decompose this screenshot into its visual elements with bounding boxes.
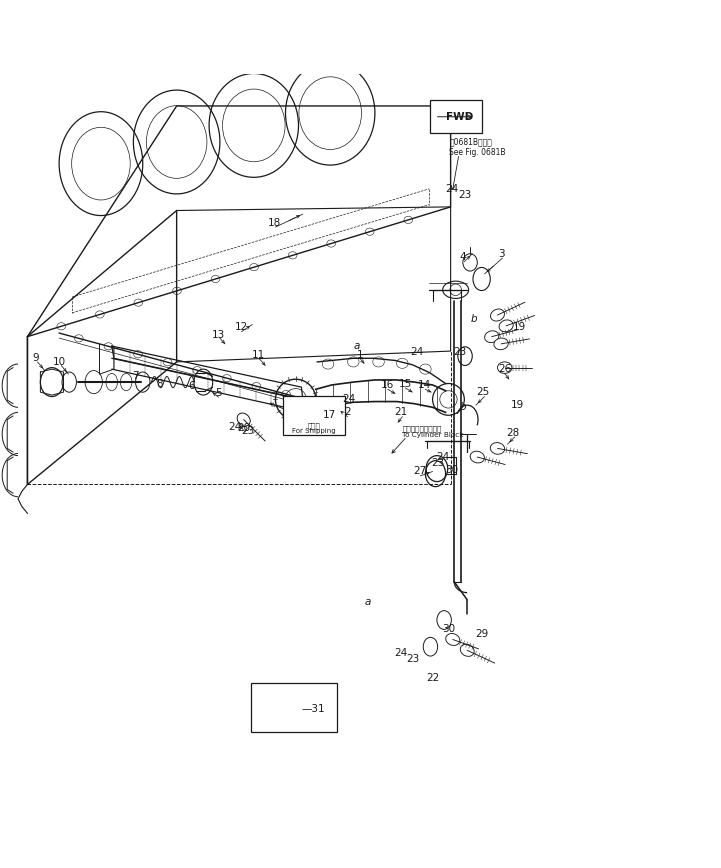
Text: 4: 4 — [459, 253, 466, 262]
Text: 24: 24 — [394, 648, 407, 658]
Text: 24: 24 — [229, 422, 242, 431]
Text: 20: 20 — [237, 424, 250, 433]
Text: 11: 11 — [252, 350, 265, 359]
Text: 9: 9 — [32, 353, 40, 364]
Text: 28: 28 — [507, 428, 520, 437]
Ellipse shape — [494, 338, 508, 350]
Text: b: b — [471, 313, 478, 324]
Text: 18: 18 — [267, 218, 280, 227]
Text: 10: 10 — [53, 357, 66, 367]
Text: 21: 21 — [394, 407, 407, 418]
Text: 7: 7 — [132, 372, 139, 381]
Text: For Shipping: For Shipping — [292, 428, 335, 434]
Text: 24: 24 — [446, 184, 459, 194]
FancyBboxPatch shape — [283, 396, 345, 436]
Text: 8: 8 — [156, 378, 164, 389]
Text: 30: 30 — [445, 465, 458, 475]
Text: 23: 23 — [454, 347, 466, 357]
Text: 24: 24 — [342, 394, 355, 404]
Ellipse shape — [237, 413, 250, 426]
Text: See Fig. 0681B: See Fig. 0681B — [449, 148, 505, 157]
Text: 12: 12 — [235, 322, 248, 332]
Text: 29: 29 — [475, 629, 488, 640]
Text: 19: 19 — [511, 400, 524, 411]
Text: —31: —31 — [301, 705, 325, 714]
Text: 14: 14 — [417, 380, 430, 390]
Text: 5: 5 — [215, 388, 222, 398]
Text: 13: 13 — [212, 330, 225, 339]
Text: 運搬品: 運搬品 — [307, 422, 320, 429]
Text: 27: 27 — [413, 466, 426, 477]
Text: 図0681B図参照: 図0681B図参照 — [449, 137, 492, 147]
Text: 23: 23 — [406, 654, 419, 664]
Text: b: b — [459, 402, 466, 411]
Text: 2: 2 — [344, 407, 351, 418]
Text: a: a — [365, 597, 371, 607]
Ellipse shape — [287, 410, 301, 421]
Text: 23: 23 — [242, 426, 255, 436]
Text: シリンダブロックへ: シリンダブロックへ — [402, 425, 442, 431]
Text: 6: 6 — [187, 381, 195, 391]
Ellipse shape — [443, 281, 469, 299]
Text: 24: 24 — [436, 452, 449, 462]
Text: 1: 1 — [357, 350, 364, 359]
Text: To Cylinder Block: To Cylinder Block — [402, 432, 464, 438]
Ellipse shape — [446, 634, 460, 646]
Ellipse shape — [499, 320, 513, 332]
Ellipse shape — [40, 368, 63, 397]
Text: 23: 23 — [459, 189, 472, 200]
Ellipse shape — [85, 371, 102, 393]
Text: 23: 23 — [432, 457, 445, 468]
Text: 3: 3 — [497, 249, 505, 259]
Ellipse shape — [490, 309, 505, 321]
Ellipse shape — [256, 704, 270, 715]
FancyBboxPatch shape — [251, 683, 337, 733]
Text: 24: 24 — [410, 347, 423, 357]
Text: 16: 16 — [381, 380, 394, 390]
Text: 25: 25 — [477, 387, 490, 398]
Text: FWD: FWD — [446, 112, 473, 122]
Ellipse shape — [470, 451, 485, 463]
Text: 22: 22 — [426, 673, 439, 683]
Ellipse shape — [485, 331, 499, 343]
FancyBboxPatch shape — [430, 100, 482, 134]
Text: 15: 15 — [399, 378, 412, 389]
Ellipse shape — [497, 362, 512, 373]
Text: 26: 26 — [498, 364, 511, 374]
Text: a: a — [354, 341, 360, 351]
Ellipse shape — [460, 644, 474, 656]
Ellipse shape — [490, 443, 505, 454]
Text: 19: 19 — [513, 322, 526, 332]
Text: 17: 17 — [323, 411, 336, 420]
Text: 30: 30 — [442, 624, 455, 634]
Ellipse shape — [194, 369, 213, 395]
